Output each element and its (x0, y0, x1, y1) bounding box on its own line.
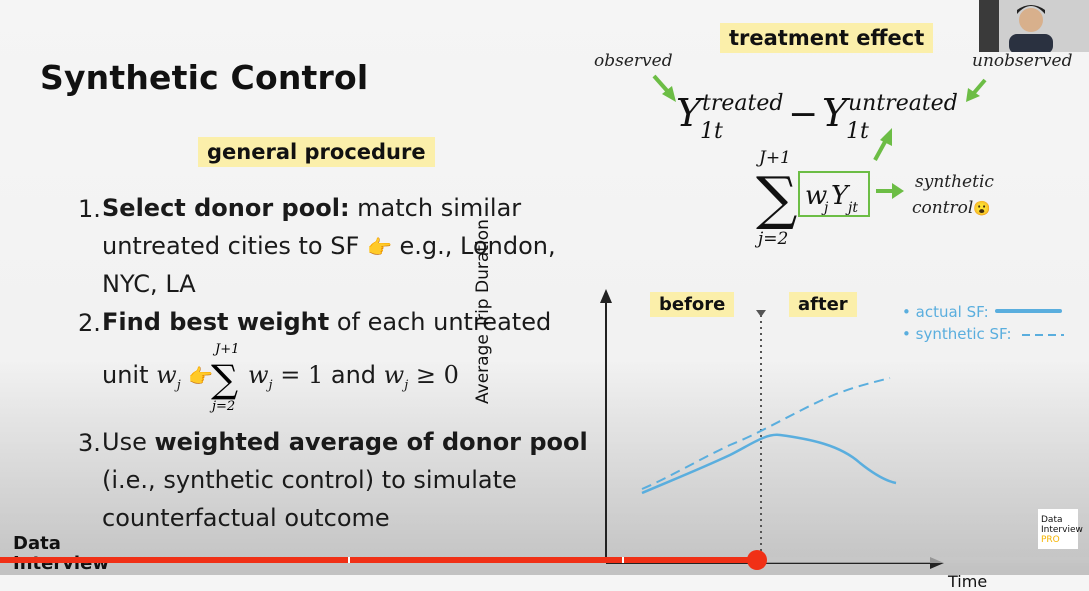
formula-diagram: Y treated 1t − Y untreated 1t J+1 ∑ j=2 … (652, 74, 987, 249)
svg-text:−: − (788, 94, 818, 135)
svg-text:1t: 1t (700, 119, 723, 144)
step2-line2a: unit (102, 361, 157, 389)
step1-line3: NYC, LA (102, 270, 196, 298)
legend-synthetic: • synthetic SF: (902, 325, 1012, 343)
step3-text0: Use (102, 428, 155, 456)
svg-text:treated: treated (702, 91, 783, 116)
svg-text:Y: Y (676, 91, 705, 135)
svg-text:untreated: untreated (848, 91, 958, 116)
step2-line2: unit wj 👉 (102, 361, 214, 393)
presenter-avatar (979, 0, 1089, 52)
svg-text:Y: Y (831, 181, 851, 211)
scrubber-handle[interactable] (746, 550, 767, 570)
chart-area (600, 289, 1064, 569)
step3-number: 3. (78, 429, 101, 457)
step1-line2: untreated cities to SF 👉 e.g., London, (102, 227, 556, 266)
step3-bold: weighted average of donor pool (154, 428, 588, 456)
after-label: after (789, 292, 857, 317)
svg-text:J+1: J+1 (212, 342, 239, 357)
before-label: before (650, 292, 735, 317)
control-label: control😮 (912, 198, 991, 218)
sum-symbol-small: J+1 ∑ j=2 (209, 342, 239, 414)
svg-text:Y: Y (822, 91, 851, 135)
chart-ylabel: Average Trip Duration (473, 219, 493, 404)
step1-line2a: untreated cities to SF (102, 232, 360, 260)
svg-text:w: w (805, 181, 827, 211)
svg-text:J+1: J+1 (756, 148, 791, 168)
surprised-emoji-icon: 😮 (973, 201, 991, 217)
step1-text1: match similar (349, 194, 522, 222)
synthetic-sf-line (641, 377, 891, 490)
y-axis-arrow (600, 289, 612, 303)
step3-line1: Use weighted average of donor pool (102, 423, 588, 461)
svg-text:jt: jt (845, 200, 858, 216)
unobserved-label: unobserved (972, 51, 1073, 71)
svg-text:1t: 1t (846, 119, 869, 144)
pointing-hand-icon: 👉 (188, 364, 214, 388)
step2-number: 2. (78, 309, 101, 337)
webcam-overlay (979, 0, 1089, 52)
procedure-heading: general procedure (198, 137, 435, 167)
step2-bold: Find best weight (102, 308, 330, 336)
progress-played (0, 557, 757, 563)
channel-logo[interactable]: Data Interview PRO (1038, 509, 1083, 549)
step2-constraint: wj = 1 and wj ≥ 0 (248, 361, 459, 393)
svg-text:∑: ∑ (211, 357, 238, 401)
actual-sf-line (641, 433, 897, 495)
watermark: Data Interview (13, 533, 109, 574)
slide-title: Synthetic Control (40, 58, 369, 97)
treatment-effect-heading: treatment effect (720, 23, 934, 53)
synthetic-label: synthetic (915, 172, 994, 192)
legend-actual: • actual SF: (902, 303, 989, 321)
step2-text1: of each untreated (329, 308, 552, 336)
svg-text:∑: ∑ (756, 164, 797, 232)
svg-text:j=2: j=2 (209, 399, 235, 414)
progress-bar[interactable] (0, 557, 1089, 563)
step1-number: 1. (78, 195, 101, 223)
chapter-divider (348, 557, 350, 563)
step1-bold: Select donor pool: (102, 194, 350, 222)
intervention-marker (756, 310, 766, 317)
chapter-divider (622, 557, 624, 563)
step1-line1: Select donor pool: match similar (102, 189, 521, 227)
observed-label: observed (594, 51, 673, 71)
step2-and: and (323, 361, 384, 389)
pointing-hand-icon: 👉 (366, 235, 392, 259)
step1-line2b: e.g., London, (391, 232, 556, 260)
svg-text:j=2: j=2 (754, 229, 788, 249)
step3-line2: (i.e., synthetic control) to simulate (102, 466, 517, 494)
step2-line1: Find best weight of each untreated (102, 303, 551, 341)
svg-text:j: j (821, 200, 829, 216)
step3-line3: counterfactual outcome (102, 504, 390, 532)
geq-zero: ≥ 0 (415, 361, 459, 389)
sum-equals: = 1 (280, 361, 324, 389)
